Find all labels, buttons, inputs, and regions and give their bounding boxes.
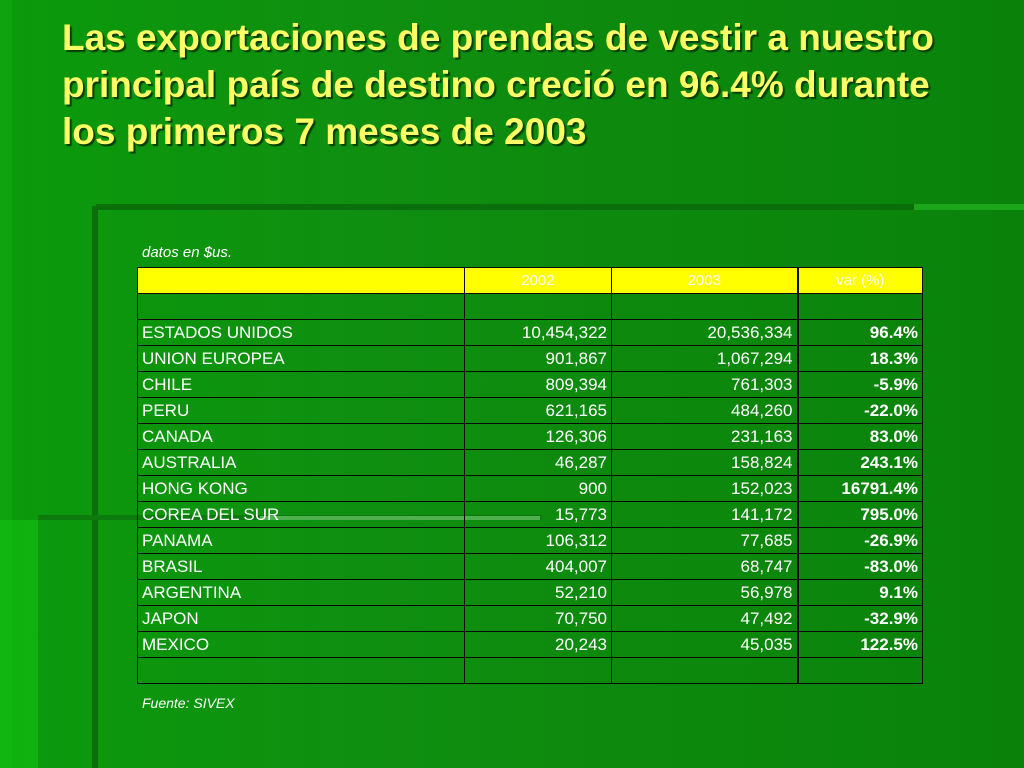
variation-cell: 16791.4% bbox=[797, 475, 923, 502]
variation-cell: 96.4% bbox=[797, 319, 923, 346]
country-cell: PANAMA bbox=[137, 527, 465, 554]
value-2002-cell: 404,007 bbox=[464, 553, 612, 580]
table-cell bbox=[464, 293, 612, 320]
variation-cell: -26.9% bbox=[797, 527, 923, 554]
value-2002-cell: 106,312 bbox=[464, 527, 612, 554]
background-decoration bbox=[96, 204, 914, 210]
table-row: PERU 621,165 484,260 -22.0% bbox=[137, 397, 923, 424]
value-2003-cell: 141,172 bbox=[611, 501, 799, 528]
header-var: var (%) bbox=[797, 267, 923, 294]
slide-title: Las exportaciones de prendas de vestir a… bbox=[62, 17, 934, 152]
table-cell bbox=[137, 293, 465, 320]
value-2002-cell: 900 bbox=[464, 475, 612, 502]
country-cell: COREA DEL SUR bbox=[137, 501, 465, 528]
header-2002: 2002 bbox=[464, 267, 612, 294]
table-row-blank bbox=[137, 293, 923, 320]
country-cell: UNION EUROPEA bbox=[137, 345, 465, 372]
value-2003-cell: 1,067,294 bbox=[611, 345, 799, 372]
variation-cell: -32.9% bbox=[797, 605, 923, 632]
variation-cell: -83.0% bbox=[797, 553, 923, 580]
exports-table: 2002 2003 var (%) ESTADOS UNIDOS 10,454,… bbox=[137, 267, 923, 684]
table-cell bbox=[137, 657, 465, 684]
units-note: datos en $us. bbox=[142, 244, 233, 261]
header-country bbox=[137, 267, 465, 294]
country-cell: AUSTRALIA bbox=[137, 449, 465, 476]
value-2003-cell: 77,685 bbox=[611, 527, 799, 554]
variation-cell: -5.9% bbox=[797, 371, 923, 398]
table-cell bbox=[797, 657, 923, 684]
country-cell: JAPON bbox=[137, 605, 465, 632]
value-2002-cell: 52,210 bbox=[464, 579, 612, 606]
value-2003-cell: 158,824 bbox=[611, 449, 799, 476]
table-row: JAPON 70,750 47,492 -32.9% bbox=[137, 605, 923, 632]
table-header-row: 2002 2003 var (%) bbox=[137, 267, 923, 294]
value-2003-cell: 231,163 bbox=[611, 423, 799, 450]
variation-cell: -22.0% bbox=[797, 397, 923, 424]
background-decoration bbox=[92, 206, 98, 768]
variation-cell: 83.0% bbox=[797, 423, 923, 450]
variation-cell: 18.3% bbox=[797, 345, 923, 372]
value-2002-cell: 20,243 bbox=[464, 631, 612, 658]
value-2003-cell: 20,536,334 bbox=[611, 319, 799, 346]
table-cell bbox=[797, 293, 923, 320]
value-2003-cell: 45,035 bbox=[611, 631, 799, 658]
country-cell: CANADA bbox=[137, 423, 465, 450]
table-row: ESTADOS UNIDOS 10,454,322 20,536,334 96.… bbox=[137, 319, 923, 346]
country-cell: ARGENTINA bbox=[137, 579, 465, 606]
country-cell: HONG KONG bbox=[137, 475, 465, 502]
table-row: HONG KONG 900 152,023 16791.4% bbox=[137, 475, 923, 502]
table-cell bbox=[611, 657, 799, 684]
table-row: CHILE 809,394 761,303 -5.9% bbox=[137, 371, 923, 398]
background-decoration bbox=[914, 204, 1024, 210]
value-2003-cell: 152,023 bbox=[611, 475, 799, 502]
value-2003-cell: 761,303 bbox=[611, 371, 799, 398]
value-2003-cell: 56,978 bbox=[611, 579, 799, 606]
value-2002-cell: 15,773 bbox=[464, 501, 612, 528]
value-2003-cell: 47,492 bbox=[611, 605, 799, 632]
value-2002-cell: 126,306 bbox=[464, 423, 612, 450]
value-2002-cell: 809,394 bbox=[464, 371, 612, 398]
value-2002-cell: 70,750 bbox=[464, 605, 612, 632]
table-row: PANAMA 106,312 77,685 -26.9% bbox=[137, 527, 923, 554]
table-row: ARGENTINA 52,210 56,978 9.1% bbox=[137, 579, 923, 606]
table-cell bbox=[464, 657, 612, 684]
header-2003: 2003 bbox=[611, 267, 799, 294]
value-2003-cell: 68,747 bbox=[611, 553, 799, 580]
country-cell: ESTADOS UNIDOS bbox=[137, 319, 465, 346]
table-row: COREA DEL SUR 15,773 141,172 795.0% bbox=[137, 501, 923, 528]
country-cell: BRASIL bbox=[137, 553, 465, 580]
variation-cell: 122.5% bbox=[797, 631, 923, 658]
table-cell bbox=[611, 293, 799, 320]
value-2002-cell: 10,454,322 bbox=[464, 319, 612, 346]
value-2002-cell: 901,867 bbox=[464, 345, 612, 372]
value-2003-cell: 484,260 bbox=[611, 397, 799, 424]
table-row: CANADA 126,306 231,163 83.0% bbox=[137, 423, 923, 450]
table-row: BRASIL 404,007 68,747 -83.0% bbox=[137, 553, 923, 580]
country-cell: CHILE bbox=[137, 371, 465, 398]
table-row: MEXICO 20,243 45,035 122.5% bbox=[137, 631, 923, 658]
table-row: AUSTRALIA 46,287 158,824 243.1% bbox=[137, 449, 923, 476]
variation-cell: 243.1% bbox=[797, 449, 923, 476]
country-cell: PERU bbox=[137, 397, 465, 424]
variation-cell: 795.0% bbox=[797, 501, 923, 528]
table-row: UNION EUROPEA 901,867 1,067,294 18.3% bbox=[137, 345, 923, 372]
value-2002-cell: 621,165 bbox=[464, 397, 612, 424]
value-2002-cell: 46,287 bbox=[464, 449, 612, 476]
table-row-blank bbox=[137, 657, 923, 684]
variation-cell: 9.1% bbox=[797, 579, 923, 606]
background-decoration bbox=[0, 520, 38, 768]
source-note: Fuente: SIVEX bbox=[142, 695, 235, 711]
country-cell: MEXICO bbox=[137, 631, 465, 658]
